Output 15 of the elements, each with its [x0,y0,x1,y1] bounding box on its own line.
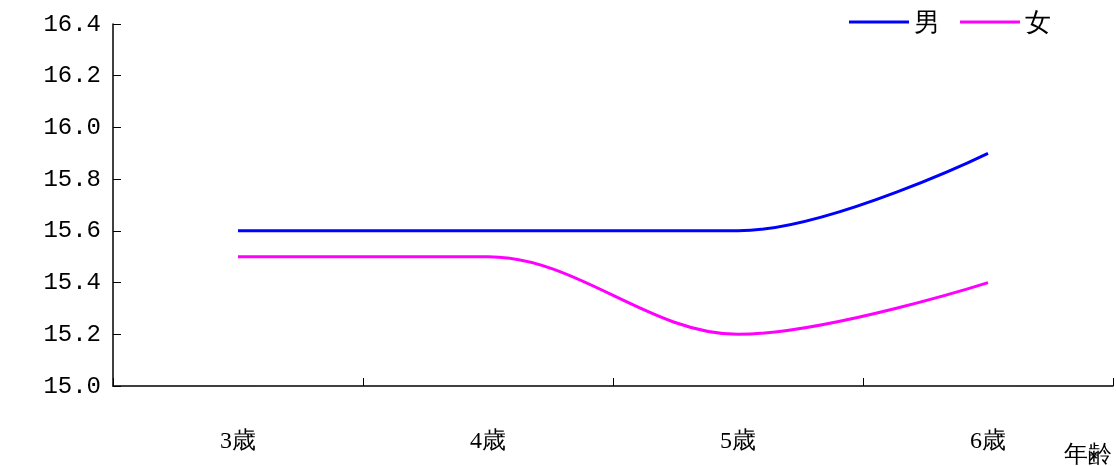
x-tick-label: 4歳 [470,427,506,453]
x-tick-label: 3歳 [220,427,256,453]
x-tick-label: 5歳 [720,427,756,453]
y-tick-label: 16.2 [43,62,101,90]
legend-label: 女 [1025,7,1051,37]
y-tick-label: 15.0 [43,372,101,400]
y-tick-label: 15.8 [43,165,101,193]
y-tick-label: 16.0 [43,113,101,141]
y-tick-label: 15.4 [43,269,101,297]
x-axis-title: 年齢 [1064,440,1112,466]
legend-label: 男 [914,7,940,37]
y-tick-label: 15.2 [43,320,101,348]
y-tick-label: 16.4 [43,10,101,38]
x-tick-label: 6歳 [970,427,1006,453]
y-tick-label: 15.6 [43,217,101,245]
